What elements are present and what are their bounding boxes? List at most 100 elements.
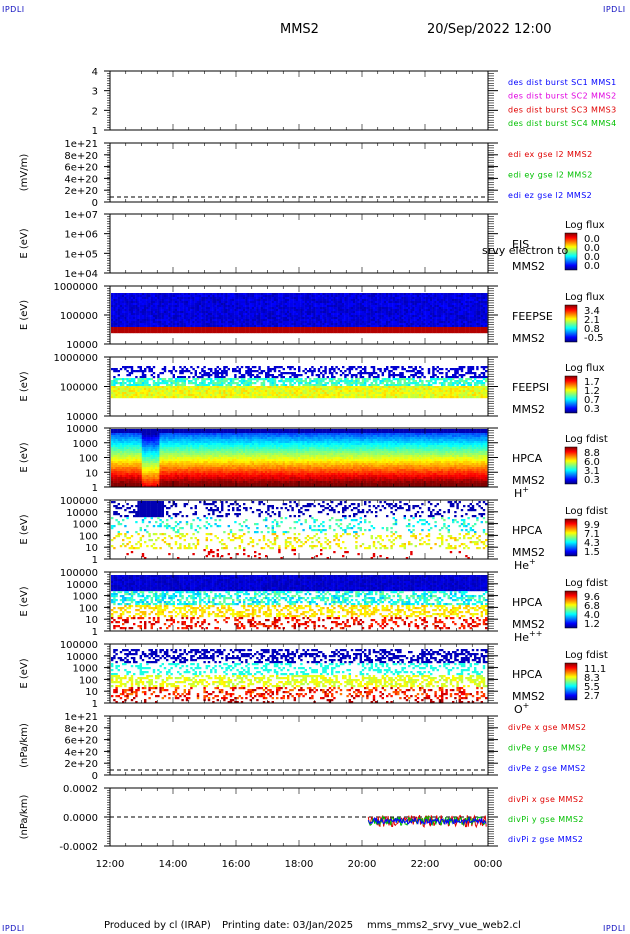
panel-feepsi-cell <box>278 374 281 377</box>
panel-feepse-cell <box>452 301 455 304</box>
panel-feepse-cell <box>392 309 395 312</box>
panel-feepsi-cell <box>298 394 301 397</box>
panel-feepsi-cell <box>291 386 294 389</box>
panel-feepsi-cell <box>227 390 230 393</box>
panel-feepsi-cell <box>247 372 250 375</box>
panel-feepse-cell <box>282 309 285 312</box>
panel-feepse-cell <box>119 325 123 328</box>
panel-feepsi-cell <box>203 366 206 369</box>
panel-feepsi-cell <box>124 392 127 395</box>
panel-feepse-cell <box>381 313 384 316</box>
panel-feepse-cell <box>445 299 448 302</box>
panel-feepse-cell <box>135 315 138 318</box>
panel-feepse-cell <box>357 295 360 298</box>
panel-feepse-cell <box>133 293 136 296</box>
panel-feepsi-cell <box>218 372 222 375</box>
panel-feepsi-cell <box>113 380 116 383</box>
panel-feepse-cell <box>245 311 248 314</box>
panel-feepse-cell <box>229 321 233 324</box>
panel-feepsi-cell <box>179 390 182 393</box>
panel-feepse-cell <box>328 301 332 304</box>
panel-feepsi-cell <box>152 386 156 389</box>
panel-feepse-cell <box>370 295 373 298</box>
panel-feepsi-cell <box>111 392 114 395</box>
panel-feepsi-cell <box>236 394 239 397</box>
panel-feepse-cell <box>350 303 354 306</box>
panel-feepsi-cell <box>150 374 153 377</box>
panel-feepse-cell <box>394 293 398 296</box>
panel-feepse-cell <box>405 321 409 324</box>
panel-feepse-cell <box>170 309 173 312</box>
panel-feepse-cell <box>419 321 422 324</box>
panel-feepse-cell <box>482 301 486 304</box>
panel-feepse-cell <box>144 317 147 320</box>
panel-feepse-cell <box>265 303 268 306</box>
panel-feepse-cell <box>392 305 395 308</box>
panel-feepse-cell <box>383 329 387 332</box>
panel-feepse-cell <box>438 297 442 300</box>
panel-feepse-cell <box>438 307 442 310</box>
panel-feepse-cell <box>218 303 222 306</box>
panel-feepse-cell <box>267 315 270 318</box>
panel-feepse-cell <box>216 319 219 322</box>
panel-feepse-cell <box>278 295 281 298</box>
panel-feepse-cell <box>117 323 120 326</box>
panel-feepse-cell <box>348 305 351 308</box>
panel-feepsi-cell <box>183 366 186 369</box>
panel-feepse-cell <box>256 331 259 334</box>
panel-feepsi-cell <box>166 382 169 385</box>
panel-feepse-cell <box>441 317 444 320</box>
panel-feepse-cell <box>207 303 211 306</box>
panel-feepsi-cell <box>126 370 129 373</box>
panel-feepsi-cell <box>137 392 140 395</box>
panel-feepse-cell <box>372 325 376 328</box>
panel-feepse-cell <box>427 305 431 308</box>
panel-feepse-cell <box>353 321 356 324</box>
panel-feepse-cell <box>227 309 230 312</box>
panel-feepse-cell <box>163 301 167 304</box>
panel-feepse-cell <box>115 295 118 298</box>
panel-feepse-cell <box>335 309 338 312</box>
panel-feepse-cell <box>262 293 266 296</box>
panel-feepse-cell <box>443 301 446 304</box>
panel-feepse-cell <box>262 327 266 330</box>
panel-feepse-cell <box>405 327 409 330</box>
panel-feepse-cell <box>227 299 230 302</box>
panel-feepse-cell <box>229 303 233 306</box>
panel-feepse-cell <box>436 303 439 306</box>
panel-feepsi-cell <box>199 384 202 387</box>
panel-feepsi-cell <box>282 382 285 385</box>
panel-feepse-cell <box>115 327 118 330</box>
panel-feepse-cell <box>482 305 486 308</box>
panel-feepse-cell <box>447 319 450 322</box>
panel-feepse-cell <box>280 303 283 306</box>
panel-feepse-cell <box>471 301 475 304</box>
panel-feepse-cell <box>152 319 156 322</box>
panel-feepse-cell <box>225 315 228 318</box>
panel-feepse-cell <box>410 307 413 310</box>
panel-feepse-cell <box>269 325 272 328</box>
panel-feepse-cell <box>124 321 127 324</box>
panel-feepse-cell <box>133 307 136 310</box>
panel-feepse-cell <box>291 303 294 306</box>
panel-feepse-cell <box>113 301 116 304</box>
panel-feepsi-cell <box>232 394 235 397</box>
panel-feepse-cell <box>333 311 336 314</box>
panel-feepse-cell <box>190 311 193 314</box>
panel-feepsi-cell <box>311 390 314 393</box>
panel-feepse-cell <box>150 297 153 300</box>
panel-feepse-cell <box>350 315 354 318</box>
panel-feepse-cell <box>185 311 189 314</box>
panel-feepse-cell <box>155 299 158 302</box>
panel-feepse-cell <box>177 323 180 326</box>
panel-feepse-cell <box>381 323 384 326</box>
panel-feepse-cell <box>359 323 362 326</box>
panel-feepse-cell <box>137 317 140 320</box>
panel-feepse-cell <box>449 317 453 320</box>
panel-feepse-cell <box>333 301 336 304</box>
panel-feepse-cell <box>315 329 318 332</box>
panel-feepse-cell <box>438 309 442 312</box>
panel-feepse-cell <box>350 297 354 300</box>
panel-feepse-cell <box>249 311 252 314</box>
panel-feepse-cell <box>287 307 290 310</box>
